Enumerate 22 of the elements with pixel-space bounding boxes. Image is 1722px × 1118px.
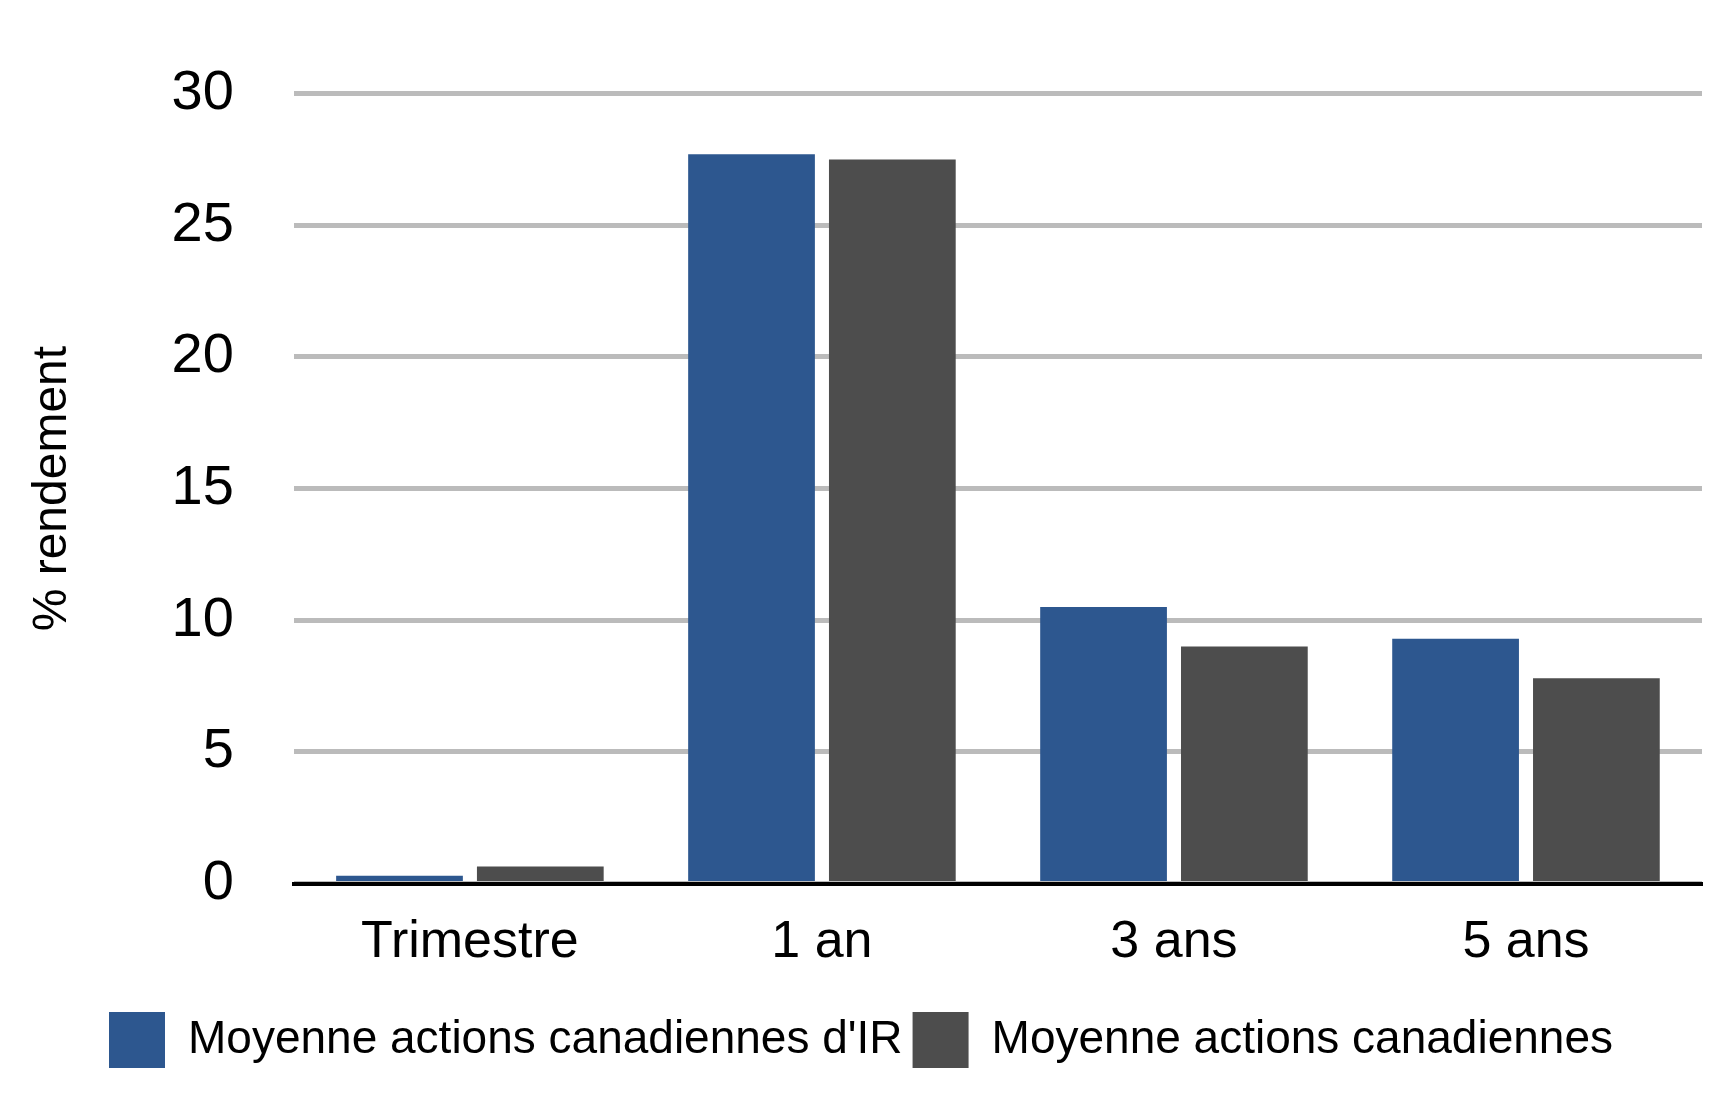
x-tick-label: Trimestre bbox=[361, 910, 579, 969]
bar bbox=[828, 159, 956, 882]
bar bbox=[1392, 638, 1519, 882]
x-tick-label: 5 ans bbox=[1462, 910, 1590, 969]
y-tick-label: 30 bbox=[171, 58, 234, 122]
legend-label: Moyenne actions canadiennes d'IR bbox=[188, 1010, 903, 1063]
x-tick-label: 1 an bbox=[771, 910, 873, 969]
y-tick-label: 15 bbox=[171, 453, 234, 517]
y-tick-label: 10 bbox=[171, 584, 234, 648]
y-tick-label: 25 bbox=[171, 189, 234, 253]
legend-label: Moyenne actions canadiennes bbox=[991, 1010, 1614, 1063]
bar bbox=[476, 866, 604, 882]
y-tick-label: 20 bbox=[171, 321, 234, 385]
bar bbox=[336, 875, 463, 882]
bar bbox=[1181, 646, 1308, 882]
y-tick-label: 5 bbox=[202, 716, 234, 780]
bar bbox=[688, 154, 815, 882]
x-tick-label: 3 ans bbox=[1110, 910, 1238, 969]
bar bbox=[1040, 607, 1167, 882]
y-axis-title: % rendement bbox=[23, 345, 77, 632]
bar bbox=[1533, 678, 1660, 882]
y-tick-label: 0 bbox=[202, 848, 234, 912]
